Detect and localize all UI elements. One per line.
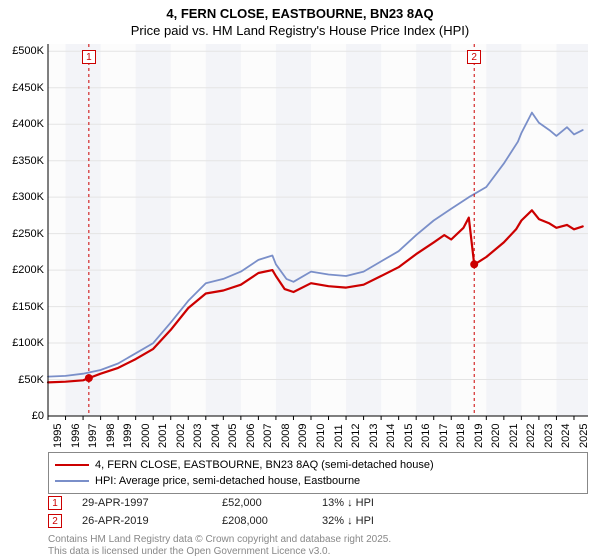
transaction-delta: 13% ↓ HPI [322, 497, 374, 509]
chart-area: £0£50K£100K£150K£200K£250K£300K£350K£400… [48, 44, 588, 416]
x-tick-label: 2005 [227, 424, 239, 448]
x-tick-label: 1999 [122, 424, 134, 448]
y-tick-label: £200K [12, 264, 44, 276]
x-tick-label: 2023 [543, 424, 555, 448]
x-tick-label: 2003 [192, 424, 204, 448]
x-tick-label: 2001 [157, 424, 169, 448]
legend: 4, FERN CLOSE, EASTBOURNE, BN23 8AQ (sem… [48, 452, 588, 494]
y-tick-label: £300K [12, 191, 44, 203]
y-tick-label: £500K [12, 45, 44, 57]
x-tick-label: 2022 [525, 424, 537, 448]
transaction-marker-icon: 1 [48, 496, 62, 510]
y-tick-label: £450K [12, 82, 44, 94]
y-tick-label: £50K [18, 374, 44, 386]
title-block: 4, FERN CLOSE, EASTBOURNE, BN23 8AQ Pric… [0, 0, 600, 42]
chart-svg [48, 44, 588, 416]
transactions-table: 1 29-APR-1997 £52,000 13% ↓ HPI 2 26-APR… [48, 494, 588, 530]
table-row: 2 26-APR-2019 £208,000 32% ↓ HPI [48, 512, 588, 530]
x-tick-label: 2012 [350, 424, 362, 448]
x-tick-label: 2016 [420, 424, 432, 448]
x-tick-label: 2007 [262, 424, 274, 448]
y-tick-label: £0 [32, 410, 44, 422]
chart-container: 4, FERN CLOSE, EASTBOURNE, BN23 8AQ Pric… [0, 0, 600, 560]
x-tick-label: 2006 [245, 424, 257, 448]
transaction-date: 26-APR-2019 [82, 515, 222, 527]
transaction-date: 29-APR-1997 [82, 497, 222, 509]
x-tick-label: 2019 [473, 424, 485, 448]
x-tick-label: 2021 [508, 424, 520, 448]
x-tick-label: 2024 [560, 424, 572, 448]
x-tick-label: 1995 [52, 424, 64, 448]
attribution-line: Contains HM Land Registry data © Crown c… [48, 534, 588, 546]
x-tick-label: 2004 [210, 424, 222, 448]
x-tick-label: 2010 [315, 424, 327, 448]
chart-title: 4, FERN CLOSE, EASTBOURNE, BN23 8AQ [0, 6, 600, 21]
x-tick-label: 2018 [455, 424, 467, 448]
x-tick-label: 2009 [297, 424, 309, 448]
x-tick-label: 2015 [403, 424, 415, 448]
x-tick-label: 2002 [175, 424, 187, 448]
x-tick-label: 2025 [578, 424, 590, 448]
chart-subtitle: Price paid vs. HM Land Registry's House … [0, 23, 600, 38]
x-tick-label: 2000 [140, 424, 152, 448]
x-tick-label: 1998 [105, 424, 117, 448]
table-row: 1 29-APR-1997 £52,000 13% ↓ HPI [48, 494, 588, 512]
legend-swatch [55, 464, 89, 466]
x-tick-label: 2014 [385, 424, 397, 448]
y-tick-label: £150K [12, 301, 44, 313]
y-tick-label: £250K [12, 228, 44, 240]
legend-label: HPI: Average price, semi-detached house,… [95, 475, 360, 487]
transaction-delta: 32% ↓ HPI [322, 515, 374, 527]
y-tick-label: £100K [12, 337, 44, 349]
legend-item: HPI: Average price, semi-detached house,… [55, 473, 581, 489]
y-tick-label: £400K [12, 118, 44, 130]
x-tick-label: 2011 [333, 424, 345, 448]
attribution-line: This data is licensed under the Open Gov… [48, 546, 588, 558]
attribution: Contains HM Land Registry data © Crown c… [48, 534, 588, 558]
transaction-marker-icon: 2 [48, 514, 62, 528]
legend-label: 4, FERN CLOSE, EASTBOURNE, BN23 8AQ (sem… [95, 459, 434, 471]
x-tick-label: 1997 [87, 424, 99, 448]
transaction-price: £52,000 [222, 497, 322, 509]
x-tick-label: 2020 [490, 424, 502, 448]
transaction-price: £208,000 [222, 515, 322, 527]
legend-item: 4, FERN CLOSE, EASTBOURNE, BN23 8AQ (sem… [55, 457, 581, 473]
x-tick-label: 2017 [438, 424, 450, 448]
chart-transaction-marker: 1 [82, 50, 96, 64]
x-tick-label: 2013 [368, 424, 380, 448]
x-tick-label: 1996 [70, 424, 82, 448]
x-tick-label: 2008 [280, 424, 292, 448]
chart-transaction-marker: 2 [467, 50, 481, 64]
y-tick-label: £350K [12, 155, 44, 167]
legend-swatch [55, 480, 89, 482]
